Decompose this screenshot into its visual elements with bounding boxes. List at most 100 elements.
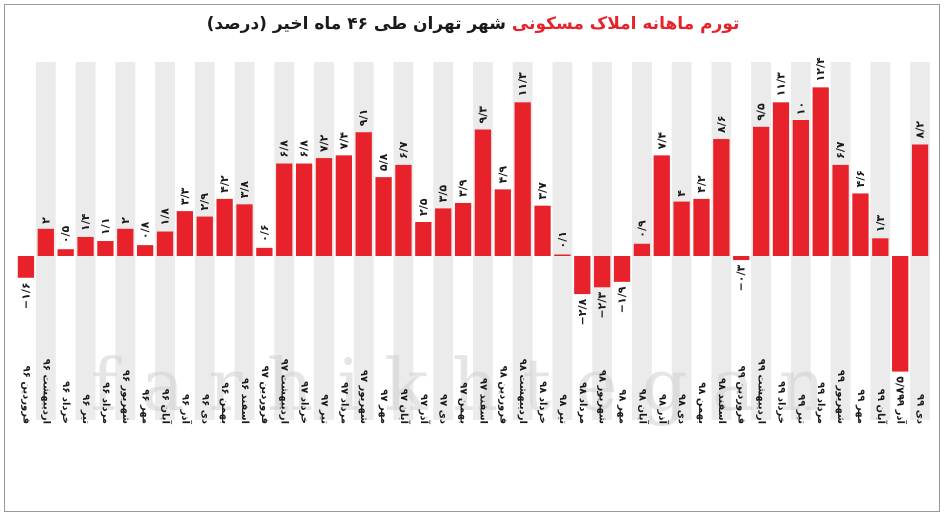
value-label: ۲/۹ [198,193,211,211]
category-label: اردیبهشت ۹۹ [756,359,767,424]
bar [494,189,511,256]
value-label: −۲/۳ [596,292,609,319]
bar [355,132,372,256]
bars [17,87,929,372]
bar [594,256,611,288]
chart-title-accent: تورم ماهانه املاک مسکونی [511,14,740,34]
value-label: ۷/۲ [317,134,330,152]
bar [57,249,74,256]
category-label: دی ۹۷ [438,394,449,424]
value-label: −۱/۶ [19,282,32,309]
category-label: دی ۹۸ [676,394,687,424]
value-label: ۰/۶ [258,224,271,241]
category-label: خرداد ۹۹ [775,381,786,424]
bar [156,231,174,256]
bar [713,139,730,256]
bar [315,158,333,256]
value-label: ۱/۴ [79,213,92,231]
category-label: اسفند ۹۸ [716,378,727,424]
category-label: فروردین ۹۷ [259,366,270,424]
bar [812,87,829,256]
bar [733,256,750,261]
value-label: ۰/۵ [59,225,72,243]
bar [574,256,591,295]
value-label: ۴/۲ [695,175,708,193]
category-label: شهریور ۹۶ [120,370,131,424]
category-label: مهر ۹۶ [140,389,151,424]
bar [772,102,790,256]
stripe [592,62,613,420]
category-label: آذر ۹۷ [418,394,431,425]
category-label: مرداد ۹۶ [100,382,111,424]
value-label: ۶/۸ [298,140,311,158]
category-label: مرداد ۹۹ [815,382,826,424]
value-label: ۱۰ [794,102,807,115]
value-labels: −۱/۶ ۲ ۰/۵ ۱/۴ ۱/۱ ۲ ۰/۸ ۱/۸ ۳/۳ ۲/۹ ۴/۲ ۳/۸ ۰/۶ ۶/۸ ۶… [19,57,926,403]
category-label: تیر ۹۷ [318,394,329,424]
value-label: ۳/۹ [457,179,470,197]
value-label: ۱/۳ [874,215,887,233]
value-label: ۱۲/۴ [814,57,827,81]
value-label: ۴ [675,190,688,197]
category-label: بهمن ۹۷ [458,382,469,424]
bar [673,201,690,256]
bar [872,238,889,256]
bar [37,228,54,256]
category-label: بهمن ۹۶ [219,382,230,424]
category-label: بهمن ۹۸ [696,382,707,424]
bar [117,228,134,256]
bar [633,243,651,256]
value-label: −۸/۵ [894,376,907,403]
value-label: ۳/۷ [536,182,549,200]
value-label: ۰/۱ [556,231,569,248]
bar [653,155,670,256]
bar [832,164,849,256]
value-label: ۶/۸ [278,140,291,158]
value-label: ۲ [39,217,52,224]
bar [613,256,631,282]
bar [534,205,551,256]
bar [395,164,412,256]
value-label: −۲/۸ [576,298,589,325]
category-label: دی ۹۶ [199,394,210,424]
category-label: تیر ۹۸ [557,394,568,424]
category-label: آذر ۹۸ [656,394,669,425]
value-label: ۱۱/۳ [516,72,529,96]
category-label: فروردین ۹۸ [497,366,508,424]
category-label: فروردین ۹۹ [736,366,747,424]
bar [693,198,710,256]
bar [295,163,313,256]
bar [77,236,94,256]
category-label: اردیبهشت ۹۸ [517,359,528,424]
bar [435,208,452,256]
value-label: ۹/۳ [476,106,489,124]
bar [415,222,432,256]
category-label: خرداد ۹۸ [537,381,548,424]
value-label: ۹/۵ [755,103,768,121]
bar [375,177,392,256]
value-label: ۱/۸ [159,208,172,226]
value-label: ۲/۵ [417,198,430,216]
bar [474,129,492,256]
bar [256,247,273,256]
category-label: اردیبهشت ۹۷ [279,359,290,424]
value-label: −۱/۹ [616,286,629,313]
category-label: آبان ۹۸ [636,389,649,425]
value-label: ۷/۴ [655,132,668,150]
bar [216,198,233,256]
category-label: دی ۹۹ [915,394,926,424]
value-label: ۰/۸ [139,221,152,239]
category-label: آبان ۹۷ [398,389,411,425]
category-label: مرداد ۹۷ [338,382,349,424]
bar [97,241,114,256]
category-label: فروردین ۹۶ [20,366,31,424]
bar [514,102,531,256]
category-label: تیر ۹۶ [80,394,91,424]
category-label: اسفند ۹۶ [239,378,250,424]
category-label: مهر ۹۸ [617,389,628,424]
value-label: ۴/۶ [854,170,867,187]
value-label: −۰/۳ [735,264,748,291]
category-label: خرداد ۹۶ [60,381,71,424]
value-label: ۳/۵ [437,185,450,203]
